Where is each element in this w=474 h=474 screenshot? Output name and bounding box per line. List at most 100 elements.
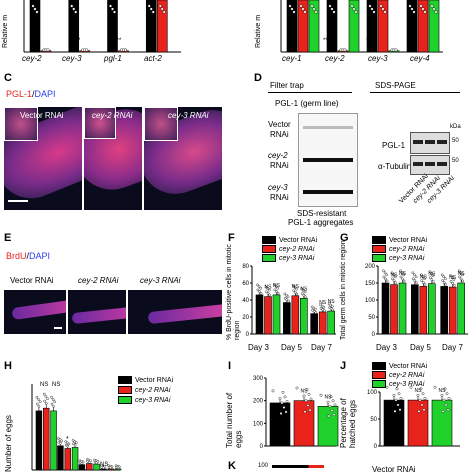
h-ns-3: NS — [100, 462, 109, 468]
top-left-cat-0: cey-2 — [22, 54, 42, 63]
data-point — [452, 283, 456, 287]
brdu-label-vector: Vector RNAi — [10, 276, 54, 285]
y-tick-label: 200 — [253, 399, 264, 405]
chart-h — [31, 384, 122, 471]
k-axis-bar — [272, 465, 324, 468]
panel-g-ylabel: Total germ cells in mitotic region — [340, 240, 347, 340]
bar — [43, 407, 50, 471]
panel-h-letter: H — [4, 360, 12, 372]
data-point — [285, 294, 288, 297]
top-right-sig-2: **** — [366, 38, 376, 44]
swatch — [262, 236, 276, 244]
data-point — [449, 274, 452, 277]
legend-f-cey3: cey-3 RNAi — [262, 254, 314, 262]
data-point — [423, 397, 427, 400]
swatch — [372, 236, 386, 244]
data-point — [102, 466, 105, 470]
data-point — [343, 48, 347, 52]
data-point — [51, 398, 55, 401]
data-point — [370, 7, 374, 11]
legend-label: cey-2 RNAi — [135, 386, 171, 394]
data-point — [446, 408, 450, 412]
ns-label: NS — [391, 273, 399, 279]
swatch — [372, 380, 386, 388]
data-point — [397, 392, 401, 396]
data-point — [422, 408, 426, 412]
legend-f-vector: Vector RNAi — [262, 236, 317, 244]
row-label-cey2-2: RNAi — [270, 161, 289, 170]
data-point — [303, 410, 307, 414]
data-point — [431, 274, 435, 277]
data-point — [264, 285, 268, 289]
data-point — [303, 290, 307, 294]
data-point — [419, 4, 423, 8]
data-point — [43, 399, 46, 403]
top-right-cat-3: cey-4 — [410, 54, 430, 63]
data-point — [314, 311, 318, 314]
y-tick-label: 100 — [365, 298, 376, 304]
data-point — [430, 278, 434, 281]
data-point — [383, 10, 387, 14]
data-point — [283, 395, 287, 399]
legend-g-cey2: cey-2 RNAi — [372, 245, 424, 253]
data-point — [402, 279, 406, 283]
data-point — [73, 443, 77, 447]
data-point — [283, 292, 287, 296]
stain-pgl1: PGL-1 — [6, 89, 33, 99]
data-point — [147, 4, 151, 8]
bar — [348, 0, 360, 53]
panel-c-letter: C — [4, 72, 12, 84]
bar — [269, 402, 291, 447]
data-point — [285, 298, 289, 301]
data-point — [281, 390, 285, 394]
data-point — [292, 289, 296, 293]
sds-page-line — [370, 92, 460, 93]
legend-label: Vector RNAi — [389, 362, 428, 370]
bar — [406, 0, 418, 53]
bar — [35, 410, 43, 471]
data-point — [31, 4, 35, 8]
bar — [64, 448, 71, 471]
data-point — [276, 286, 280, 290]
data-point — [259, 286, 263, 290]
data-point — [385, 273, 389, 277]
data-point — [286, 295, 290, 299]
stain-dapi: DAPI — [34, 89, 56, 99]
micrograph-cey3-pgl1 — [144, 107, 222, 210]
data-point — [419, 387, 423, 391]
data-point — [265, 290, 268, 294]
g-day5: Day 5 — [410, 343, 431, 352]
data-point — [391, 277, 394, 281]
y-tick-label: 40 — [242, 298, 249, 304]
data-point — [326, 400, 330, 404]
data-point — [256, 283, 259, 287]
data-point — [280, 401, 284, 405]
data-point — [331, 399, 335, 403]
band-label-pgl1: PGL-1 — [382, 141, 406, 150]
bar — [86, 463, 93, 471]
data-point — [328, 404, 332, 408]
brdu-micrograph-vector — [4, 290, 66, 334]
bar — [398, 282, 407, 335]
f-day3: Day 3 — [248, 343, 269, 352]
micrograph-vector-pgl1 — [4, 107, 82, 210]
western-pgl1 — [410, 132, 450, 154]
data-point — [418, 398, 422, 402]
data-point — [35, 395, 39, 399]
y-tick-label: 50 — [368, 315, 375, 321]
bar — [300, 297, 308, 335]
stain-slash-e: / — [26, 251, 30, 261]
data-point — [158, 4, 162, 8]
y-tick-label: 60 — [242, 281, 249, 287]
legend-h-cey2: cey-2 RNAi — [118, 386, 170, 394]
data-point — [327, 414, 331, 418]
top-right-sig-1: **** — [323, 38, 333, 44]
data-point — [423, 283, 427, 286]
data-point — [74, 441, 78, 445]
legend-label: Vector RNAi — [279, 236, 318, 244]
panel-i-letter: I — [228, 360, 232, 372]
data-point — [112, 10, 116, 14]
data-point — [276, 291, 280, 295]
